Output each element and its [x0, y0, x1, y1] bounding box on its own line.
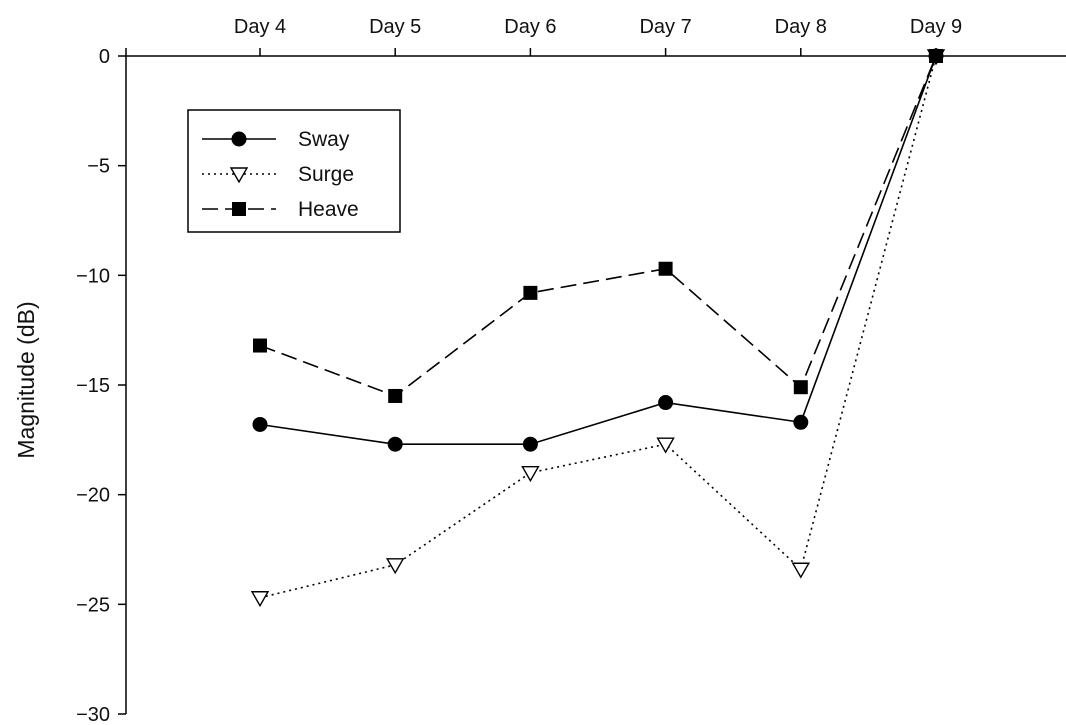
data-point-sway	[387, 436, 403, 452]
data-point-sway	[658, 395, 674, 411]
legend-label-surge: Surge	[298, 163, 354, 186]
y-tick-label: 0	[99, 46, 110, 68]
x-tick-label: Day 6	[504, 16, 556, 38]
x-tick-label: Day 5	[369, 16, 421, 38]
data-point-surge	[385, 558, 405, 575]
data-point-heave	[388, 388, 403, 403]
legend-marker-sway	[231, 131, 247, 147]
data-point-heave	[793, 380, 808, 395]
y-tick-label: −30	[76, 704, 110, 725]
y-axis-title: Magnitude (dB)	[13, 301, 39, 458]
data-point-sway	[252, 416, 268, 432]
axes: 0 −5 −10 −15 −20 −25 −30 Day 4 Day 5 Day 6 Day 7 Da…	[76, 16, 1066, 725]
data-point-surge	[656, 437, 675, 454]
series-line-surge	[259, 55, 937, 599]
series-line-sway	[259, 55, 937, 446]
x-tick-label: Day 9	[910, 16, 962, 38]
data-point-heave	[253, 338, 267, 353]
y-tick-label: −10	[76, 265, 110, 287]
data-point-heave	[523, 285, 538, 300]
legend-label-heave: Heave	[298, 198, 359, 221]
x-tick-label: Day 8	[775, 16, 827, 38]
x-tick-label: Day 4	[234, 16, 286, 38]
data-point-sway	[793, 414, 809, 430]
y-tick-label: −5	[87, 156, 110, 178]
legend-box	[187, 109, 401, 233]
data-point-heave	[929, 49, 943, 63]
data-point-heave	[658, 261, 673, 276]
data-point-sway	[522, 436, 538, 452]
series-sway	[252, 48, 944, 452]
y-tick-label: −20	[76, 485, 110, 507]
data-point-surge	[250, 591, 270, 608]
data-point-surge	[791, 562, 811, 579]
series-layer	[250, 48, 946, 608]
series-line-heave	[259, 55, 937, 397]
legend-label-sway: Sway	[298, 128, 350, 151]
y-tick-label: −15	[76, 375, 110, 397]
x-tick-label: Day 7	[639, 16, 691, 38]
series-heave	[253, 49, 943, 403]
y-tick-label: −25	[76, 594, 110, 616]
legend-marker-heave	[232, 202, 246, 216]
data-point-surge	[521, 466, 540, 483]
legend-marker-surge	[229, 167, 249, 184]
legend: Sway Surge Heave	[187, 109, 401, 233]
